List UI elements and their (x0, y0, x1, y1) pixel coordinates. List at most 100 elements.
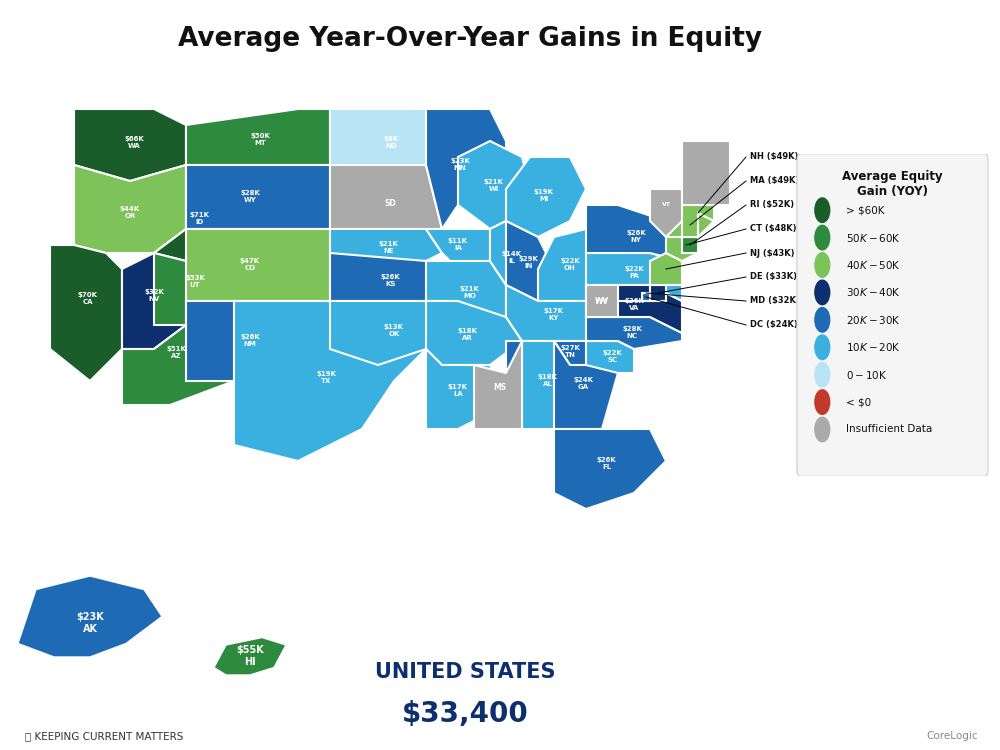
Polygon shape (682, 237, 698, 253)
Polygon shape (650, 285, 666, 301)
Text: SD: SD (385, 199, 397, 208)
Polygon shape (586, 341, 634, 373)
Polygon shape (458, 141, 530, 229)
FancyBboxPatch shape (797, 154, 988, 476)
Text: $20K - $30K: $20K - $30K (846, 314, 901, 326)
Text: $22K
PA: $22K PA (624, 266, 644, 278)
Polygon shape (618, 285, 650, 301)
Text: Ⓜ KEEPING CURRENT MATTERS: Ⓜ KEEPING CURRENT MATTERS (25, 731, 183, 741)
Polygon shape (586, 317, 682, 349)
Text: $50K
MT: $50K MT (251, 134, 271, 146)
Polygon shape (650, 189, 682, 237)
Polygon shape (554, 429, 666, 509)
Circle shape (815, 362, 830, 387)
Text: WV: WV (596, 298, 608, 304)
Text: $10K - $20K: $10K - $20K (846, 341, 901, 353)
Text: DE ($33K): DE ($33K) (750, 272, 797, 281)
Text: $14K
IL: $14K IL (502, 251, 522, 264)
Circle shape (815, 390, 830, 414)
Polygon shape (186, 165, 330, 229)
Polygon shape (506, 285, 618, 341)
Text: $51K
AZ: $51K AZ (166, 346, 186, 358)
Text: $50K - $60K: $50K - $60K (846, 232, 901, 244)
Polygon shape (186, 229, 330, 301)
Polygon shape (506, 341, 634, 373)
Text: $11K
IA: $11K IA (448, 238, 468, 251)
Text: > $60K: > $60K (846, 206, 884, 215)
Polygon shape (474, 341, 522, 429)
Text: $19K
MI: $19K MI (534, 189, 554, 202)
Text: $33,400: $33,400 (402, 700, 528, 728)
Text: $21K
NE: $21K NE (379, 242, 399, 254)
Polygon shape (586, 205, 682, 261)
Polygon shape (18, 576, 162, 657)
Text: $26K
NY: $26K NY (626, 230, 646, 242)
Text: $71K
ID: $71K ID (190, 212, 210, 225)
Text: $23K
MN: $23K MN (450, 158, 470, 170)
Text: $29K
IN: $29K IN (518, 256, 538, 269)
Text: $55K
HI: $55K HI (236, 646, 264, 667)
Text: $40K - $50K: $40K - $50K (846, 259, 901, 271)
Circle shape (815, 417, 830, 442)
Text: $30K - $40K: $30K - $40K (846, 286, 901, 298)
Polygon shape (330, 165, 442, 229)
Text: $24K
GA: $24K GA (573, 377, 593, 390)
Polygon shape (490, 221, 538, 301)
Text: $32K
NV: $32K NV (144, 290, 164, 302)
Text: UNITED STATES: UNITED STATES (375, 662, 555, 682)
Polygon shape (122, 229, 186, 349)
Text: < $0: < $0 (846, 397, 871, 407)
Text: $70K
CA: $70K CA (78, 292, 98, 305)
Text: $18K
AL: $18K AL (538, 374, 558, 388)
Text: $28K
WY: $28K WY (240, 190, 260, 203)
Polygon shape (426, 349, 506, 429)
Polygon shape (122, 301, 234, 405)
Text: $22K
OH: $22K OH (560, 259, 580, 272)
Text: $47K
CO: $47K CO (240, 259, 260, 272)
Text: $27K
TN: $27K TN (560, 345, 580, 358)
Circle shape (815, 225, 830, 250)
Text: NJ ($43K): NJ ($43K) (750, 248, 794, 257)
Polygon shape (330, 109, 442, 165)
Polygon shape (214, 638, 286, 675)
Text: VT: VT (662, 202, 670, 208)
Polygon shape (426, 301, 522, 365)
Text: $8K
ND: $8K ND (383, 136, 398, 149)
Polygon shape (50, 245, 122, 381)
Text: NH ($49K): NH ($49K) (750, 152, 798, 161)
Text: $26K
NM: $26K NM (240, 334, 260, 347)
Polygon shape (642, 293, 650, 301)
Polygon shape (234, 301, 426, 461)
Text: $21K
MO: $21K MO (459, 286, 479, 299)
Text: $66K
WA: $66K WA (124, 136, 144, 148)
Text: $19K
TX: $19K TX (316, 371, 336, 384)
Polygon shape (586, 253, 682, 301)
Polygon shape (506, 157, 586, 237)
Polygon shape (426, 229, 490, 269)
Polygon shape (154, 165, 234, 261)
Polygon shape (666, 237, 698, 261)
Polygon shape (330, 253, 442, 301)
Polygon shape (426, 109, 506, 229)
Text: $0 - $10K: $0 - $10K (846, 369, 887, 381)
Polygon shape (682, 141, 730, 205)
Text: $23K
AK: $23K AK (76, 613, 104, 634)
Text: RI ($52K): RI ($52K) (750, 200, 794, 209)
Circle shape (815, 308, 830, 332)
Polygon shape (666, 213, 714, 237)
Polygon shape (506, 221, 554, 301)
Polygon shape (74, 109, 186, 181)
Polygon shape (586, 285, 682, 333)
Text: $28K
NC: $28K NC (622, 326, 642, 338)
Text: $17K
LA: $17K LA (448, 384, 468, 397)
Text: $26K
KS: $26K KS (381, 274, 401, 286)
Text: WV: WV (595, 296, 609, 305)
Polygon shape (426, 261, 506, 325)
Circle shape (815, 253, 830, 278)
Polygon shape (186, 109, 330, 165)
Polygon shape (74, 165, 186, 253)
Text: CoreLogic: CoreLogic (926, 731, 978, 741)
Text: DC ($24K): DC ($24K) (750, 320, 798, 329)
Polygon shape (586, 285, 618, 317)
Text: $21K
WI: $21K WI (483, 179, 503, 192)
